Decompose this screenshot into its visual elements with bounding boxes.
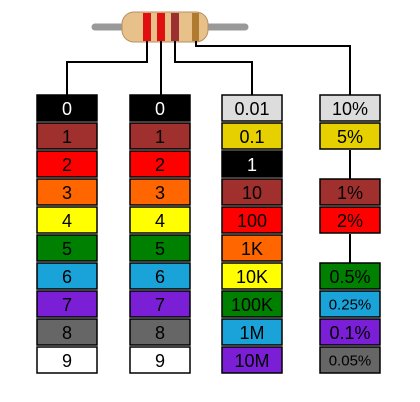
code-cell <box>36 122 98 150</box>
code-cell <box>36 262 98 290</box>
code-cell <box>36 318 98 346</box>
code-label: 10 <box>242 183 262 203</box>
code-cell <box>319 122 381 150</box>
code-cell <box>221 206 283 234</box>
code-label: 7 <box>62 295 72 315</box>
code-label: 5 <box>155 239 165 259</box>
wires <box>66 41 351 263</box>
code-label: 100K <box>231 295 273 315</box>
code-label: 0.5% <box>329 267 370 287</box>
code-cell <box>221 122 283 150</box>
code-label: 0.01 <box>234 99 269 119</box>
code-label: 10K <box>236 267 268 287</box>
code-cell <box>129 234 191 262</box>
code-label: 1K <box>241 239 263 259</box>
code-label: 0.25% <box>329 297 372 314</box>
code-cell <box>129 94 191 122</box>
code-label: 1 <box>155 127 165 147</box>
code-label: 0 <box>62 99 72 119</box>
code-cell <box>319 318 381 346</box>
code-label: 2 <box>155 155 165 175</box>
code-cell <box>221 178 283 206</box>
code-cell <box>319 94 381 122</box>
code-cell <box>129 290 191 318</box>
code-label: 1M <box>239 323 264 343</box>
code-cell <box>319 290 381 318</box>
code-label: 3 <box>155 183 165 203</box>
code-label: 6 <box>62 267 72 287</box>
wire <box>66 41 148 95</box>
wire <box>195 41 351 95</box>
code-label: 10M <box>234 351 269 371</box>
band <box>192 13 199 41</box>
code-label: 10% <box>332 99 368 119</box>
code-label: 5% <box>337 127 363 147</box>
code-label: 0.1% <box>329 323 370 343</box>
code-label: 100 <box>237 211 267 231</box>
code-label: 7 <box>155 295 165 315</box>
code-cell <box>221 262 283 290</box>
code-cell <box>129 206 191 234</box>
code-label: 0 <box>155 99 165 119</box>
code-cell <box>36 178 98 206</box>
code-label: 1% <box>337 183 363 203</box>
code-cell <box>221 346 283 374</box>
code-label: 5 <box>62 239 72 259</box>
code-label: 1 <box>62 127 72 147</box>
resistor <box>91 11 249 43</box>
code-cell <box>36 346 98 374</box>
wire <box>174 41 253 95</box>
code-label: 8 <box>62 323 72 343</box>
code-cell <box>129 150 191 178</box>
cells: 0 1 2 3 4 5 6 7 8 9 0 1 2 3 4 5 6 7 8 9 0.01 0.1 1 10 100 1K 10K 10… <box>36 94 381 374</box>
code-label: 4 <box>155 211 165 231</box>
code-label: 1 <box>247 155 257 175</box>
code-cell <box>129 178 191 206</box>
code-label: 2 <box>62 155 72 175</box>
code-cell <box>36 206 98 234</box>
code-cell <box>129 122 191 150</box>
code-label: 9 <box>62 351 72 371</box>
code-cell <box>36 290 98 318</box>
code-cell <box>221 94 283 122</box>
code-cell <box>221 290 283 318</box>
code-label: 4 <box>62 211 72 231</box>
code-label: 8 <box>155 323 165 343</box>
code-cell <box>36 234 98 262</box>
code-label: 0.1 <box>239 127 264 147</box>
code-cell <box>221 150 283 178</box>
code-cell <box>319 178 381 206</box>
code-cell <box>319 206 381 234</box>
code-cell <box>319 346 381 374</box>
code-label: 0.05% <box>329 353 372 370</box>
code-cell <box>36 94 98 122</box>
code-label: 9 <box>155 351 165 371</box>
code-cell <box>36 150 98 178</box>
band <box>157 13 165 41</box>
code-cell <box>129 346 191 374</box>
code-label: 3 <box>62 183 72 203</box>
code-cell <box>129 262 191 290</box>
code-label: 2% <box>337 211 363 231</box>
code-cell <box>319 262 381 290</box>
code-cell <box>129 318 191 346</box>
band <box>171 13 179 41</box>
code-cell <box>221 234 283 262</box>
band <box>143 13 151 41</box>
code-cell <box>221 318 283 346</box>
code-label: 6 <box>155 267 165 287</box>
